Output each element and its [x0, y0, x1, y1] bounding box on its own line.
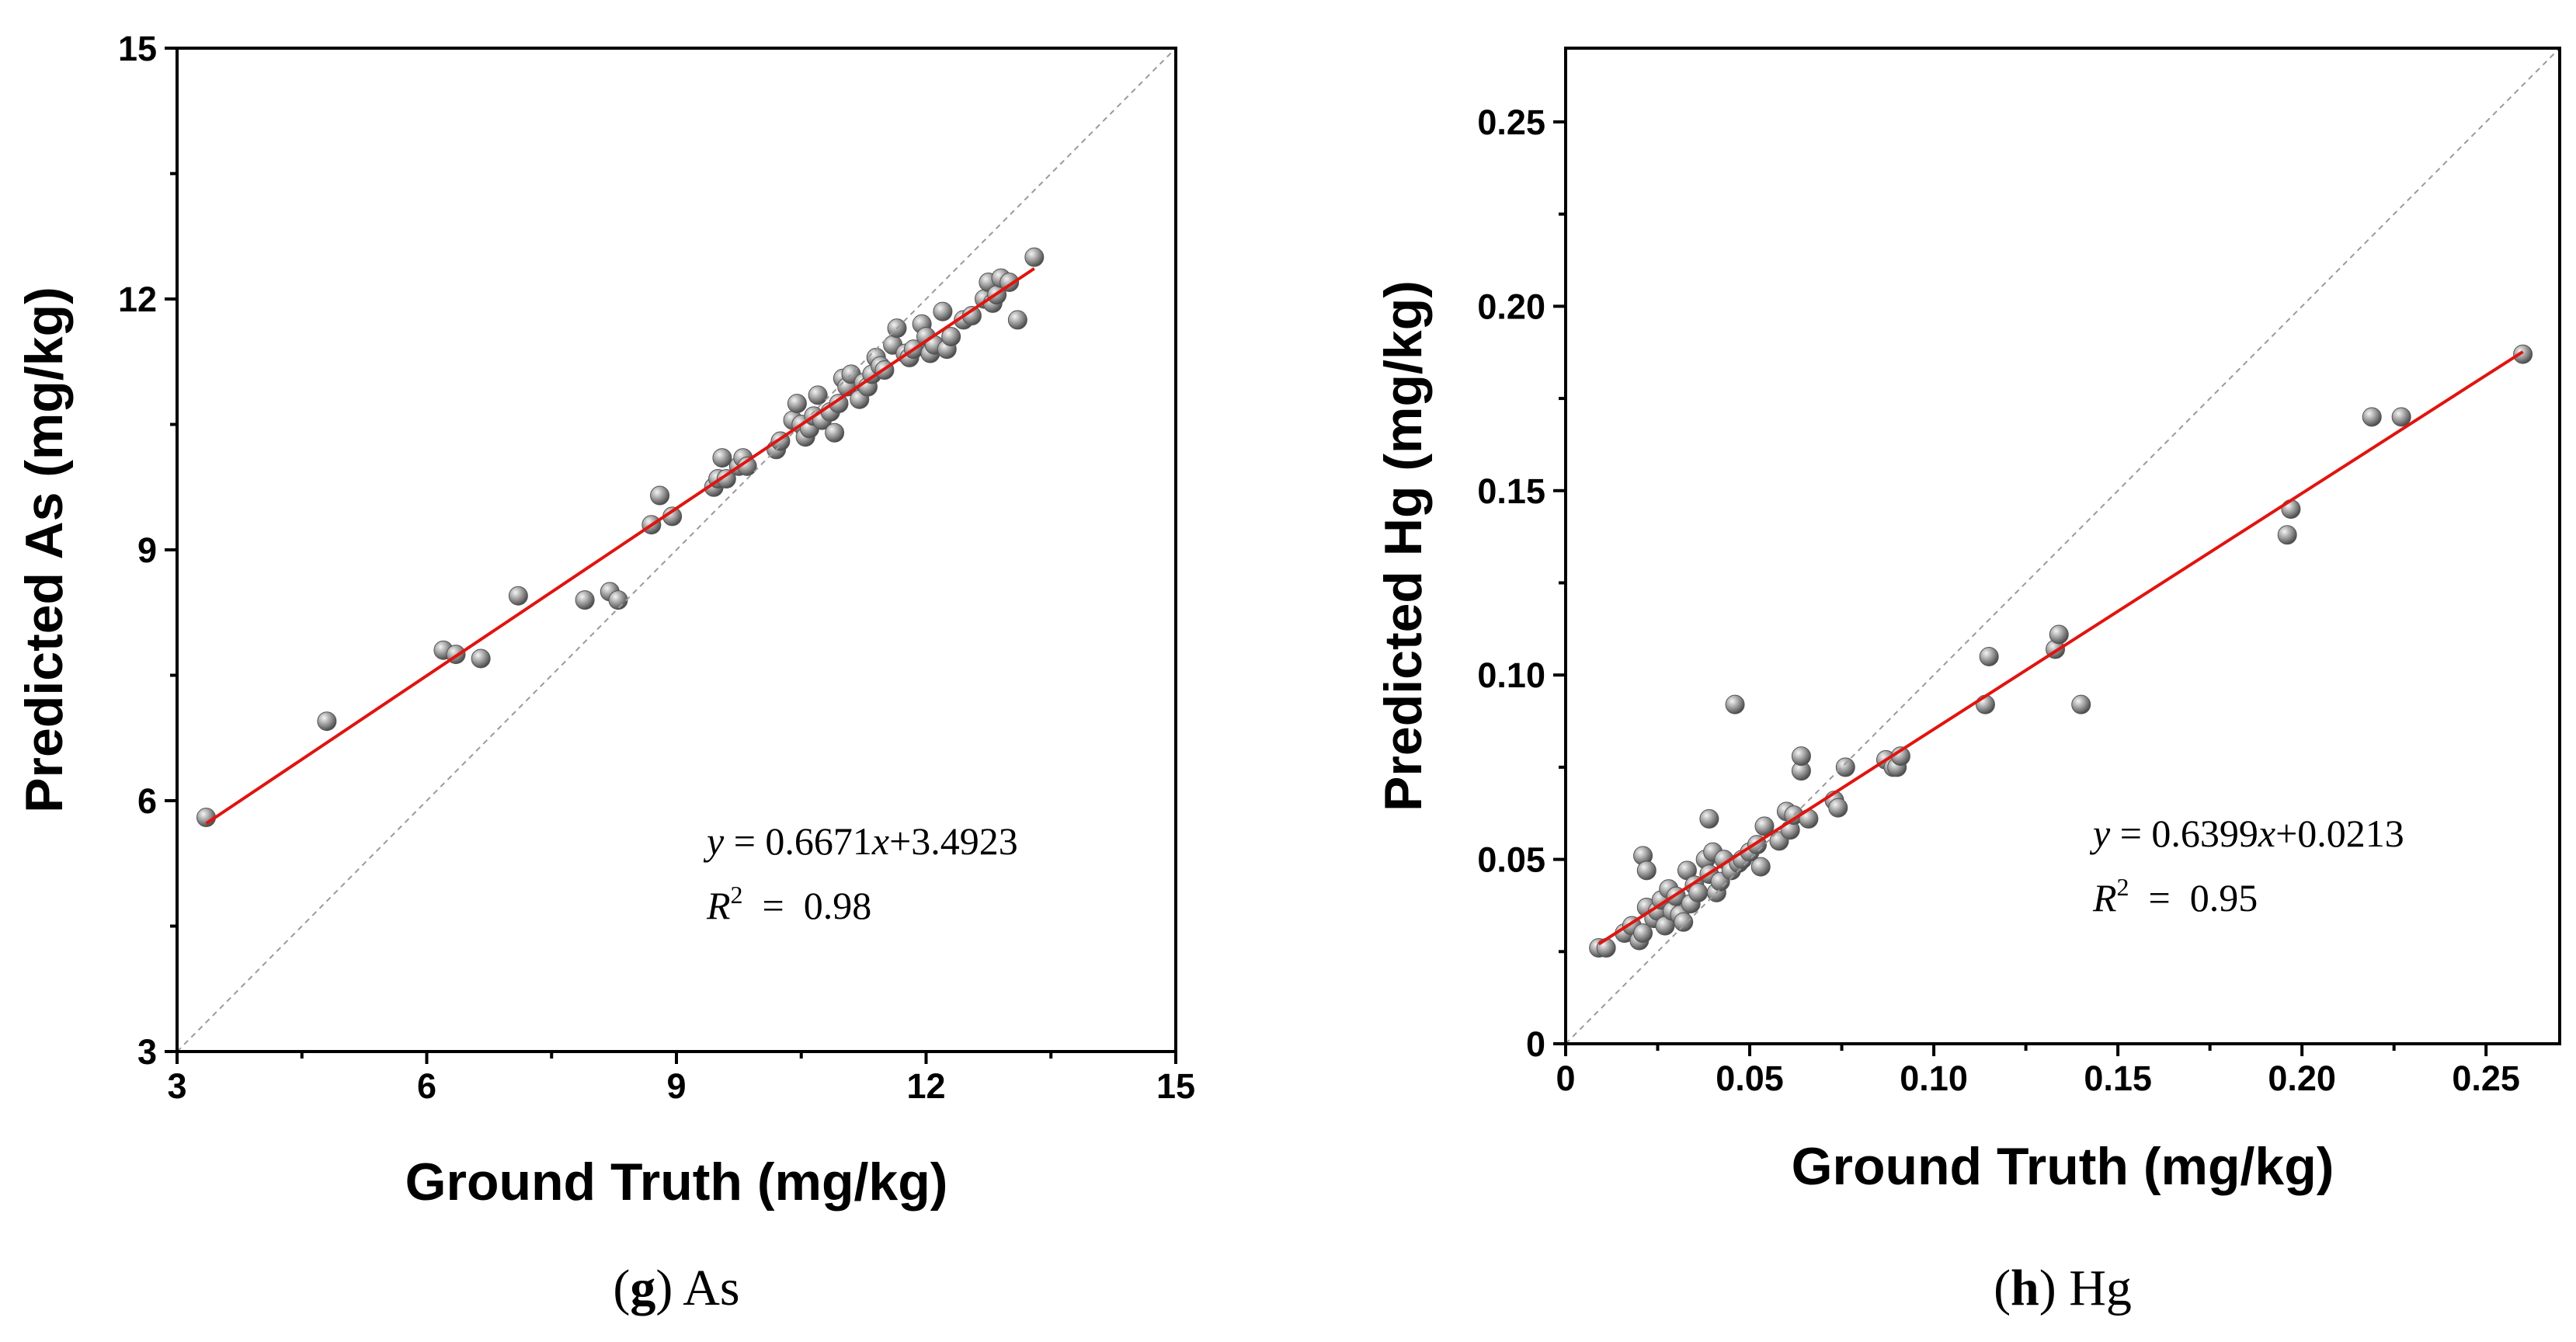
- panel-g-data-point: [317, 711, 337, 732]
- panel-h-data-point: [1596, 938, 1616, 958]
- panel-h-y-tick-label: 0.15: [1477, 471, 1545, 511]
- panel-h-data-point: [1725, 694, 1745, 714]
- panel-g-caption-letter: g: [630, 1260, 655, 1316]
- panel-g-data-point: [825, 422, 845, 443]
- panel-h-data-point: [2513, 344, 2533, 364]
- panel-g-y-tick-label: 6: [137, 781, 157, 821]
- panel-h-r-value: = 0.95: [2129, 876, 2258, 920]
- panel-h-y-tick-label: 0.10: [1477, 655, 1545, 695]
- panel-h-identity-line: [1565, 47, 2560, 1045]
- panel-h-y-axis-label: Predicted Hg (mg/kg): [1374, 280, 1433, 812]
- panel-h-data-point: [1636, 860, 1656, 881]
- panel-g-data-point: [1024, 247, 1045, 267]
- panel-g: 33 6 6 9 9 12 12 15 15 Ground Truth (mg/kg) Pred…: [15, 29, 1195, 1316]
- panel-h-y-tick-label: 0.25: [1477, 103, 1545, 142]
- panel-g-equation-y: y: [703, 819, 725, 863]
- panel-h-equation-x: x: [2258, 812, 2275, 855]
- panel-h-r-letter: R: [2092, 876, 2117, 920]
- panel-g-equation-x: x: [871, 819, 889, 863]
- panel-g-data-point: [829, 394, 849, 414]
- panel-g-equation-slope: = 0.6671: [724, 819, 872, 863]
- panel-h-r-squared: R2 = 0.95: [2092, 873, 2258, 920]
- panel-h-y-tick-label: 0.05: [1477, 840, 1545, 880]
- panel-h-caption-letter: h: [2011, 1260, 2039, 1316]
- panel-h-data-point: [2362, 407, 2382, 427]
- panel-h-y-tick-label: 0: [1526, 1024, 1545, 1064]
- panel-g-data-point: [941, 326, 961, 346]
- panel-h-y-tick-label: 0.20: [1477, 287, 1545, 326]
- panel-g-y-axis-label: Predicted As (mg/kg): [15, 287, 74, 813]
- panel-h-caption: (h) Hg: [1994, 1260, 2132, 1316]
- panel-g-data-point: [712, 448, 732, 468]
- panel-h-equation-slope: = 0.6399: [2110, 812, 2258, 855]
- panel-h-data-point: [1750, 857, 1771, 877]
- panel-h-plot-frame: [1564, 47, 2561, 1045]
- panel-g-caption-text: As: [683, 1260, 739, 1316]
- panel-g-y-tick-label: 15: [118, 29, 157, 68]
- panel-g-data-point: [608, 590, 628, 610]
- panel-g-y-tick-label: 9: [137, 530, 157, 570]
- panel-h-data-point: [2391, 407, 2411, 427]
- panel-g-r-superscript: 2: [731, 881, 743, 909]
- panel-g-data-point: [933, 301, 953, 322]
- panel-h-data-point: [1674, 912, 1694, 932]
- panel-h-data-point: [1699, 808, 1719, 829]
- panel-g-x-tick-label: 9: [666, 1066, 686, 1106]
- panel-g-caption: (g) As: [613, 1260, 739, 1316]
- panel-g-r-letter: R: [706, 884, 731, 927]
- panel-g-data-point: [808, 385, 828, 405]
- panel-h-x-tick-label: 0: [1556, 1059, 1575, 1098]
- panel-g-data-point: [1007, 310, 1027, 330]
- panel-h-data-point: [2049, 624, 2069, 645]
- panel-h-x-tick-label: 0.10: [1900, 1059, 1968, 1098]
- panel-g-data-point: [716, 468, 736, 488]
- panel-h-data-point: [1754, 816, 1775, 836]
- panel-g-y-tick-label: 12: [118, 280, 157, 319]
- panel-g-fit-line: [205, 267, 1035, 826]
- panel-h-equation: y = 0.6399x+0.0213: [2089, 812, 2404, 855]
- panel-h-fit-line: [1597, 350, 2524, 946]
- panel-g-ticks: [165, 47, 1177, 1064]
- panel-h-data-point: [1633, 923, 1653, 944]
- panel-h-data-point: [1828, 798, 1848, 818]
- panel-h-points: [1589, 344, 2533, 958]
- panel-g-x-tick-label: 6: [417, 1066, 436, 1106]
- panel-g-identity-line: [176, 47, 1177, 1052]
- panel-g-equation: y = 0.6671x+3.4923: [703, 819, 1018, 863]
- panel-h-x-tick-label: 0.20: [2268, 1059, 2336, 1098]
- panel-h-x-tick-label: 0.05: [1716, 1059, 1784, 1098]
- panel-h-equation-intercept: +0.0213: [2275, 812, 2404, 855]
- panel-g-data-point: [471, 648, 491, 669]
- panel-h-ticks: [1553, 120, 2488, 1056]
- panel-g-r-value: = 0.98: [743, 884, 872, 927]
- panel-g-tick-labels: 33 6 6 9 9 12 12 15 15: [118, 29, 1195, 1106]
- panel-g-x-tick-label: 12: [906, 1066, 945, 1106]
- panel-h-data-point: [1791, 746, 1811, 767]
- panel-h-data-point: [2281, 499, 2301, 520]
- panel-h-data-point: [2071, 694, 2091, 714]
- panel-h-data-point: [2277, 525, 2297, 545]
- panel-g-x-axis-label: Ground Truth (mg/kg): [405, 1153, 948, 1212]
- panel-g-r-squared: R2 = 0.98: [706, 881, 871, 927]
- panel-h-equation-y: y: [2089, 812, 2111, 855]
- panel-g-y-tick-label: 3: [137, 1032, 157, 1072]
- panel-h-tick-labels: 00 0.05 0.05 0.10 0.10 0.15 0.15 0.20 0.20 0.25 0.…: [1477, 103, 2520, 1098]
- panel-g-x-tick-label: 3: [167, 1066, 186, 1106]
- panel-g-data-point: [650, 485, 670, 506]
- panel-g-x-tick-label: 15: [1156, 1066, 1195, 1106]
- panel-h-r-superscript: 2: [2117, 873, 2129, 901]
- panel-g-points: [196, 247, 1045, 828]
- panel-h-data-point: [1835, 757, 1855, 777]
- panel-h-x-tick-label: 0.25: [2452, 1059, 2520, 1098]
- panel-g-data-point: [508, 586, 528, 606]
- panel-h-caption-text: Hg: [2069, 1260, 2132, 1316]
- panel-h: 00 0.05 0.05 0.10 0.10 0.15 0.15 0.20 0.20 0.25 0.…: [1374, 47, 2561, 1316]
- panel-g-data-point: [787, 394, 807, 414]
- panel-h-data-point: [1979, 646, 1999, 666]
- panel-g-equation-intercept: +3.4923: [889, 819, 1018, 863]
- panel-h-x-axis-label: Ground Truth (mg/kg): [1792, 1137, 2334, 1196]
- panel-g-data-point: [575, 590, 595, 610]
- panel-h-x-tick-label: 0.15: [2084, 1059, 2152, 1098]
